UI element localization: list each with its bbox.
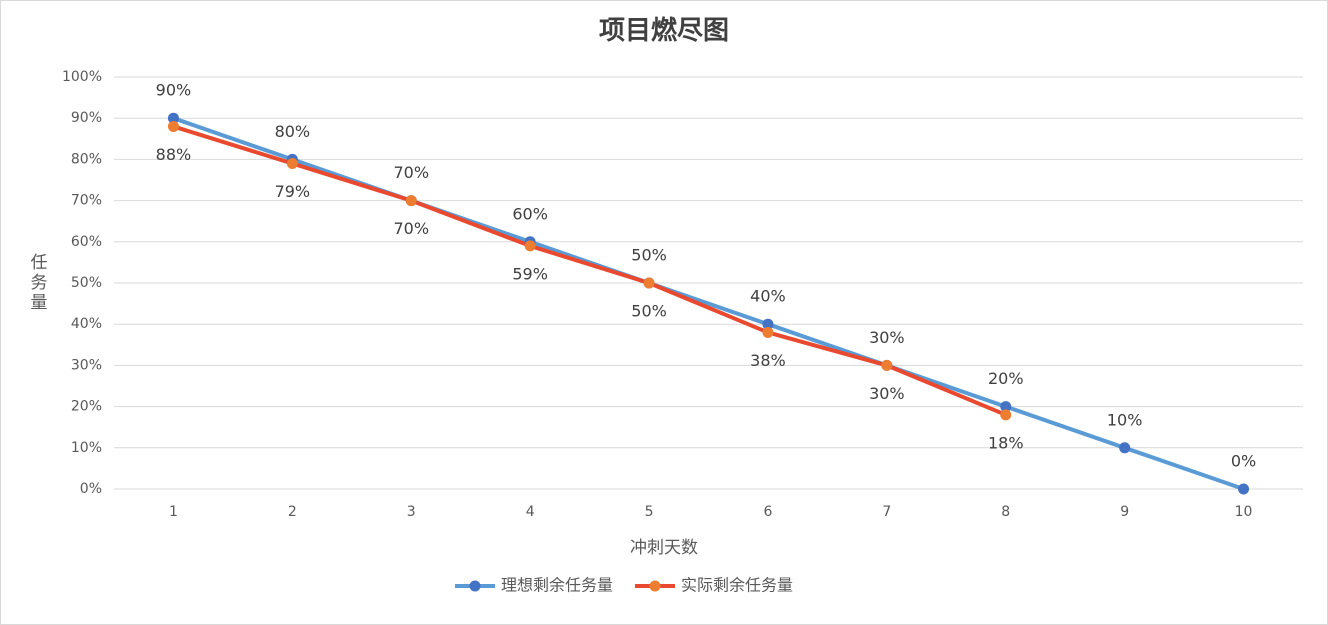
data-label: 40% <box>750 287 786 306</box>
x-tick-label: 10 <box>1235 504 1253 520</box>
x-tick-label: 8 <box>1001 504 1010 520</box>
y-tick-label: 70% <box>71 193 102 209</box>
x-tick-label: 6 <box>763 504 772 520</box>
data-label: 30% <box>869 384 905 403</box>
x-tick-label: 2 <box>288 504 297 520</box>
legend-label: 理想剩余任务量 <box>501 576 613 595</box>
data-label: 20% <box>988 369 1024 388</box>
data-label: 50% <box>631 246 667 265</box>
data-point <box>286 158 298 170</box>
y-tick-label: 40% <box>71 316 102 332</box>
y-tick-label: 30% <box>71 357 102 373</box>
x-tick-label: 7 <box>882 504 891 520</box>
data-point <box>167 112 179 124</box>
x-tick-label: 1 <box>169 504 178 520</box>
data-label: 80% <box>275 122 311 141</box>
data-label: 10% <box>1107 410 1143 429</box>
data-label: 38% <box>750 351 786 370</box>
data-point <box>1238 483 1250 495</box>
y-tick-label: 100% <box>62 69 102 85</box>
data-point <box>1119 442 1131 454</box>
data-label: 50% <box>631 302 667 321</box>
x-tick-label: 9 <box>1120 504 1129 520</box>
x-tick-label: 5 <box>645 504 654 520</box>
y-tick-label: 80% <box>71 151 102 167</box>
data-point <box>405 195 417 207</box>
series-line <box>172 124 1007 417</box>
chart-title: 项目燃尽图 <box>599 16 729 46</box>
data-point <box>167 120 179 132</box>
data-point <box>1000 401 1012 413</box>
data-label: 79% <box>275 182 311 201</box>
x-axis-label: 冲刺天数 <box>630 538 698 558</box>
data-point <box>1000 409 1012 421</box>
data-point <box>643 277 655 289</box>
y-tick-label: 60% <box>71 234 102 250</box>
x-tick-label: 4 <box>526 504 535 520</box>
y-tick-label: 50% <box>71 275 102 291</box>
data-point <box>881 359 893 371</box>
data-point <box>762 326 774 338</box>
data-label: 70% <box>393 163 429 182</box>
y-tick-label: 10% <box>71 440 102 456</box>
y-axis-label: 任务量 <box>31 253 48 313</box>
data-label: 59% <box>512 264 548 283</box>
data-label: 60% <box>512 204 548 223</box>
y-tick-label: 20% <box>71 399 102 415</box>
data-label: 90% <box>156 81 192 100</box>
legend-marker <box>649 580 661 592</box>
data-label: 30% <box>869 328 905 347</box>
y-tick-label: 0% <box>80 481 102 497</box>
x-tick-label: 3 <box>407 504 416 520</box>
data-label: 18% <box>988 433 1024 452</box>
y-tick-label: 90% <box>71 110 102 126</box>
legend-marker <box>469 580 481 592</box>
data-label: 88% <box>156 145 192 164</box>
data-point <box>524 240 536 252</box>
legend-label: 实际剩余任务量 <box>681 576 793 595</box>
data-label: 0% <box>1231 452 1256 471</box>
data-point <box>762 318 774 330</box>
data-label: 70% <box>393 219 429 238</box>
